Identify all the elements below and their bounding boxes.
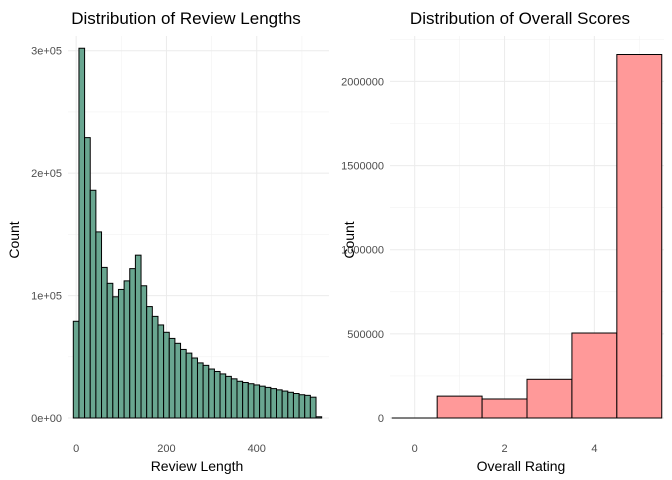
- x-tick-labels: 0 200 400: [73, 443, 266, 455]
- histogram-bar: [292, 393, 300, 419]
- overall-score-histogram: Distribution of Overall Scores 0 2 4 0 5000…: [341, 9, 664, 474]
- y-tick-label: 1e+05: [31, 291, 62, 303]
- histogram-bar: [315, 416, 323, 419]
- histogram-bar: [95, 231, 103, 419]
- histogram-bar: [616, 54, 663, 419]
- histogram-bar: [123, 280, 131, 419]
- histogram-bar: [140, 285, 148, 419]
- histogram-bar: [230, 378, 238, 419]
- y-tick-labels: 0e+00 1e+05 2e+05 3e+05: [31, 46, 62, 425]
- histogram-bar: [242, 381, 249, 419]
- histogram-bar: [253, 384, 261, 419]
- histogram-bar: [298, 394, 306, 419]
- histogram-bar: [225, 375, 232, 419]
- y-tick-label: 2e+05: [31, 168, 62, 180]
- histogram-bar: [213, 370, 221, 419]
- y-tick-label: 0: [378, 413, 384, 425]
- histogram-bar: [281, 390, 289, 419]
- histogram-bar: [219, 373, 227, 419]
- histogram-bar: [134, 254, 142, 419]
- histogram-bar: [146, 306, 153, 419]
- y-tick-label: 2000000: [341, 76, 384, 88]
- histogram-bar: [247, 383, 255, 419]
- histogram-bar: [180, 348, 187, 419]
- y-axis-label: Count: [6, 221, 22, 258]
- histogram-bar: [436, 395, 483, 419]
- bars: [72, 47, 323, 419]
- histogram-bar: [112, 296, 119, 419]
- y-tick-label: 1500000: [341, 161, 384, 173]
- y-tick-label: 3e+05: [31, 46, 62, 58]
- histogram-bar: [309, 396, 317, 419]
- histogram-bar: [168, 337, 176, 419]
- histogram-bar: [151, 315, 159, 419]
- histogram-bar: [571, 332, 618, 419]
- histogram-bar: [84, 137, 91, 419]
- histogram-bar: [196, 362, 204, 419]
- histogram-bar: [101, 266, 108, 419]
- histogram-bar: [89, 189, 97, 419]
- x-axis-label: Overall Rating: [477, 458, 566, 474]
- x-tick-label: 0: [73, 443, 79, 455]
- histogram-bar: [106, 282, 114, 419]
- histogram-bar: [287, 391, 294, 419]
- y-tick-label: 1000000: [341, 245, 384, 257]
- histogram-bar: [481, 398, 528, 419]
- histogram-bar: [72, 320, 80, 419]
- histogram-bar: [157, 324, 165, 419]
- histogram-bar: [163, 331, 170, 419]
- histogram-bar: [191, 357, 198, 419]
- chart-title: Distribution of Review Lengths: [71, 9, 301, 28]
- x-tick-labels: 0 2 4: [412, 443, 598, 455]
- y-tick-label: 500000: [347, 329, 384, 341]
- bars: [391, 54, 663, 419]
- x-tick-label: 400: [248, 443, 266, 455]
- y-tick-label: 0e+00: [31, 413, 62, 425]
- histogram-bar: [276, 389, 283, 419]
- histogram-bar: [117, 288, 125, 419]
- histogram-bar: [270, 388, 278, 419]
- histogram-bar: [78, 47, 86, 419]
- x-tick-label: 4: [591, 443, 597, 455]
- histogram-bar: [259, 385, 266, 419]
- y-axis-label: Count: [341, 221, 357, 258]
- x-tick-label: 2: [501, 443, 507, 455]
- histogram-bar: [185, 352, 193, 419]
- review-length-histogram: Distribution of Review Lengths 0 200 400 0…: [6, 9, 329, 474]
- histogram-bar: [129, 268, 136, 419]
- histogram-bar: [236, 380, 244, 419]
- y-tick-labels: 0 500000 1000000 1500000 2000000: [341, 76, 384, 425]
- x-axis-label: Review Length: [151, 458, 244, 474]
- chart-title: Distribution of Overall Scores: [410, 9, 630, 28]
- histogram-bar: [304, 394, 311, 419]
- histogram-bar: [264, 386, 272, 419]
- histogram-bar: [202, 364, 210, 419]
- x-tick-label: 0: [412, 443, 418, 455]
- histogram-bar: [174, 342, 182, 419]
- histogram-bar: [208, 368, 215, 419]
- histogram-bar: [526, 378, 573, 419]
- x-tick-label: 200: [157, 443, 175, 455]
